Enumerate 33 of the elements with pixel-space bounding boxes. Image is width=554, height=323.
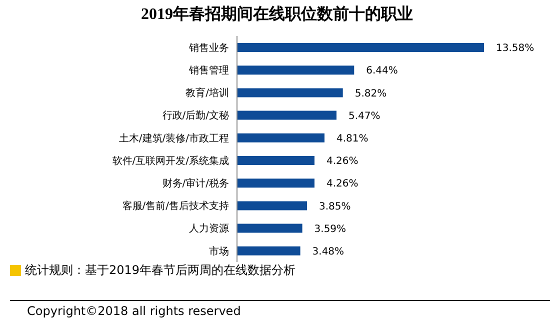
data-label: 4.26% (326, 156, 358, 168)
data-label: 3.59% (314, 224, 346, 235)
y-tick-label: 土木/建筑/装修/市政工程 (118, 132, 229, 144)
text: Copyright©2018 all rights reserved (27, 304, 241, 318)
bar (237, 66, 354, 75)
y-tick-label: 销售业务 (188, 42, 229, 54)
bar (237, 133, 324, 142)
y-tick-label: 客服/售前/售后技术支持 (122, 200, 229, 212)
bar (237, 110, 336, 120)
y-tick-label: 人力资源 (189, 222, 229, 235)
data-label: 4.81% (336, 133, 368, 144)
data-label: 3.48% (312, 246, 344, 258)
data-label: 4.26% (326, 178, 358, 190)
bar (237, 178, 314, 188)
data-label: 13.58% (496, 43, 534, 54)
bar (237, 201, 308, 210)
y-tick-label: 行政/后勤/文秘 (162, 110, 229, 122)
data-label: 5.82% (354, 88, 387, 100)
y-tick-label: 财务/审计/税务 (162, 177, 229, 190)
data-label: 5.47% (348, 110, 380, 122)
y-tick-label: 销售管理 (188, 64, 229, 76)
y-tick-label: 市场 (209, 245, 229, 258)
y-tick-label: 教育/培训 (186, 87, 229, 100)
bar (237, 156, 314, 165)
bar (237, 43, 484, 52)
bar (237, 224, 302, 233)
data-label: 3.85% (319, 201, 351, 212)
data-label: 6.44% (366, 66, 398, 77)
chart-title: 2019年春招期间在线职位数前十的职业 (140, 4, 414, 25)
y-tick-label: 软件/互联网开发/系统集成 (112, 154, 229, 167)
bar (237, 88, 343, 98)
bar (237, 246, 300, 256)
text: 统计规则：基于2019年春节后两周的在线数据分析 (25, 262, 296, 279)
